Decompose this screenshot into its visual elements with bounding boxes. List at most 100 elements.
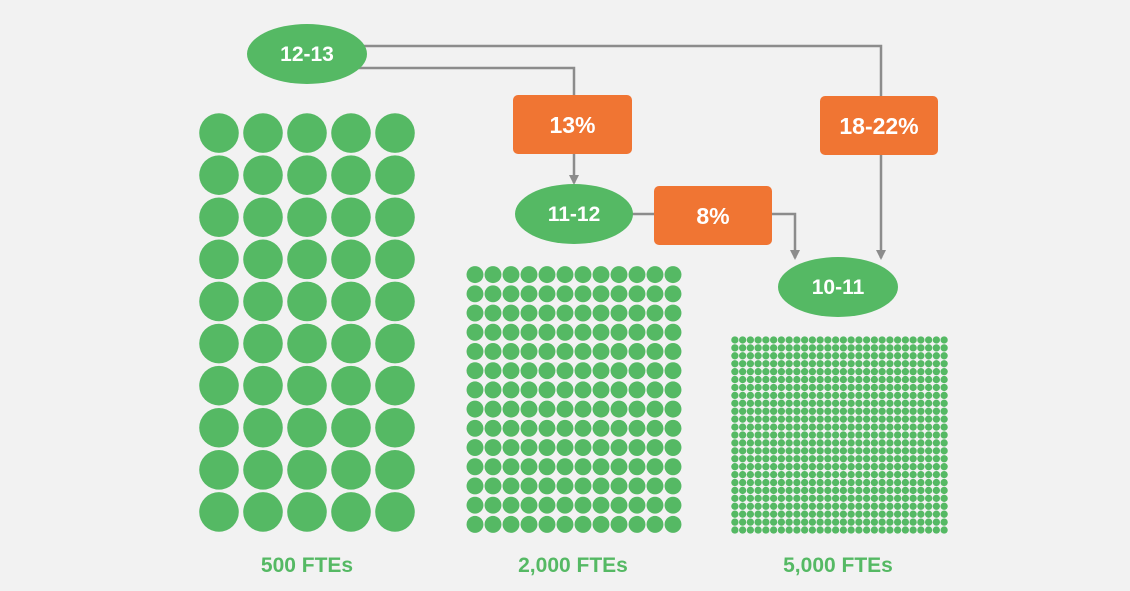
fte-dot [886, 470, 894, 479]
fte-dot [862, 502, 871, 510]
fte-dot [484, 496, 502, 514]
fte-dot [886, 391, 894, 400]
fte-dot [777, 439, 786, 447]
fte-dot [862, 478, 871, 487]
fte-dot [762, 502, 770, 510]
fte-dot [808, 431, 817, 439]
fte-dot [917, 415, 925, 423]
fte-dot [754, 463, 762, 471]
fte-dot [785, 423, 793, 431]
fte-dot [862, 423, 871, 431]
fte-dot [917, 399, 925, 407]
fte-dot [610, 400, 628, 418]
fte-dot [831, 352, 840, 360]
fte-dot [816, 352, 824, 360]
fte-dot [785, 486, 793, 495]
fte-dot [893, 352, 902, 360]
fte-dot [932, 423, 941, 431]
fte-dot [862, 486, 871, 495]
fte-dot [628, 266, 646, 284]
fte-dot [762, 526, 770, 534]
fte-dot [909, 510, 917, 518]
fte-dot [909, 502, 917, 510]
fte-dot [909, 518, 917, 526]
fte-dot [746, 360, 755, 368]
fte-dot [816, 494, 824, 502]
fte-dot [731, 391, 739, 400]
fte-dot [831, 431, 840, 439]
fte-dot [893, 368, 902, 376]
fte-dot [893, 478, 902, 487]
fte-dot [538, 439, 556, 457]
fte-dot [855, 518, 863, 526]
fte-dot [777, 344, 786, 352]
fte-dot [870, 423, 879, 431]
fte-dot [824, 463, 832, 471]
fte-dot [731, 352, 739, 360]
fte-dot [502, 439, 520, 457]
fte-dot [870, 463, 879, 471]
fte-dot [839, 494, 848, 502]
fte-dot [731, 510, 739, 518]
node-mid-label: 11-12 [548, 203, 601, 226]
fte-dot [331, 450, 371, 490]
fte-dot [893, 344, 902, 352]
fte-dot [731, 336, 739, 344]
fte-dot [331, 407, 371, 448]
fte-dot [839, 368, 848, 376]
fte-dot [901, 518, 910, 526]
fte-dot [808, 383, 817, 392]
fte-dot [785, 494, 793, 502]
fte-dot [893, 463, 902, 471]
fte-dot [610, 323, 628, 341]
fte-dot [870, 415, 879, 423]
fte-dot [375, 492, 415, 532]
fte-dot [886, 423, 894, 431]
fte-dot [538, 304, 556, 322]
fte-dot [520, 458, 538, 476]
fte-dot [538, 343, 556, 360]
fte-dot [909, 375, 917, 384]
fte-dot [901, 344, 910, 352]
fte-dot [777, 494, 786, 502]
fte-dot [824, 470, 832, 479]
fte-dot [793, 368, 801, 376]
fte-dot [839, 518, 848, 526]
fte-dot [762, 431, 770, 439]
fte-dot [738, 463, 747, 471]
fte-dot [538, 323, 556, 341]
fte-dot [646, 515, 664, 533]
fte-dot [664, 515, 682, 533]
fte-dot [824, 415, 832, 423]
fte-dot [800, 470, 809, 479]
fte-dot [940, 391, 948, 400]
fte-dot [878, 344, 886, 352]
fte-dot [800, 494, 809, 502]
fte-dot [878, 399, 886, 407]
fte-dot [287, 113, 327, 153]
fte-dot [917, 470, 925, 479]
fte-dot [574, 400, 592, 418]
fte-dot [886, 352, 894, 360]
fte-dot [886, 510, 894, 518]
fte-dot [831, 447, 840, 455]
fte-dot [800, 415, 809, 423]
fte-dot [610, 419, 628, 437]
group-label-500: 500 FTEs [261, 554, 353, 577]
fte-dot [870, 368, 879, 376]
fte-dot [793, 375, 801, 384]
fte-dot [901, 470, 910, 479]
fte-dot [538, 458, 556, 476]
fte-dot [870, 375, 879, 384]
fte-dot [924, 344, 933, 352]
fte-dot [909, 439, 917, 447]
fte-dot [932, 510, 941, 518]
fte-dot [793, 383, 801, 392]
fte-dot [808, 447, 817, 455]
fte-dot [484, 419, 502, 437]
fte-dot [746, 510, 755, 518]
fte-dot [816, 431, 824, 439]
fte-dot [878, 502, 886, 510]
fte-dot [199, 197, 239, 238]
fte-dot [917, 375, 925, 384]
